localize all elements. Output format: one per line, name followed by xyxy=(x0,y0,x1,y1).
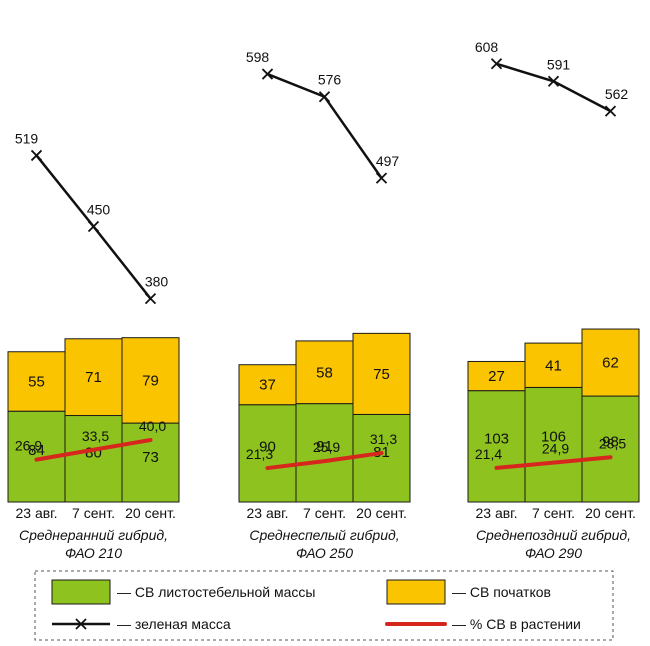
dm-percent-label: 31,3 xyxy=(370,431,397,447)
x-tick-label: 20 сент. xyxy=(585,505,636,521)
bar-cob-segment xyxy=(467,360,526,392)
dm-percent-label: 28,5 xyxy=(599,435,626,451)
green-mass-marker xyxy=(261,68,274,80)
dm-percent-label: 26,9 xyxy=(15,438,42,454)
x-tick-label: 7 сент. xyxy=(303,505,346,521)
bar-cob-segment xyxy=(7,351,66,412)
legend-box xyxy=(34,570,614,641)
green-mass-marker xyxy=(547,75,560,87)
green-mass-label: 380 xyxy=(145,274,169,290)
green-mass-marker xyxy=(490,58,503,70)
green-mass-marker xyxy=(318,91,331,103)
green-mass-marker xyxy=(604,105,617,117)
data-label-cob: 55 xyxy=(28,373,45,390)
data-label-stem: 91 xyxy=(316,438,333,455)
bar-stem-segment xyxy=(467,390,526,503)
dm-percent-label: 40,0 xyxy=(139,418,166,434)
green-mass-label: 591 xyxy=(547,56,571,72)
legend-label-pct: — % СВ в растении xyxy=(452,616,581,632)
dm-percent-label: 25,9 xyxy=(313,439,340,455)
legend-swatch-green-marker xyxy=(75,618,87,630)
green-mass-marker xyxy=(30,149,43,162)
data-label-stem: 73 xyxy=(142,449,159,466)
dm-percent-line xyxy=(34,438,153,462)
group-title: Среднепоздний гибрид, xyxy=(476,527,631,543)
dm-percent-line xyxy=(265,451,384,471)
legend-swatch-cob xyxy=(386,579,446,605)
bar-stem-segment xyxy=(524,386,583,503)
data-label-stem: 103 xyxy=(484,431,509,448)
green-mass-label: 497 xyxy=(376,153,400,169)
x-tick-label: 23 авг. xyxy=(247,505,289,521)
group-title: Среднеспелый гибрид, xyxy=(249,527,399,543)
data-label-cob: 58 xyxy=(316,364,333,381)
x-tick-label: 23 авг. xyxy=(476,505,518,521)
bar-cob-segment xyxy=(238,364,297,406)
bar-cob-segment xyxy=(121,337,180,424)
data-label-stem: 106 xyxy=(541,429,566,446)
bar-stem-segment xyxy=(581,395,640,503)
data-label-cob: 27 xyxy=(488,368,505,385)
bar-cob-segment xyxy=(581,328,640,397)
group-title: ФАО 210 xyxy=(65,545,122,561)
legend-label-green: — зеленая масса xyxy=(117,616,231,632)
group-title: Среднеранний гибрид, xyxy=(19,527,168,543)
green-mass-label: 519 xyxy=(15,130,39,146)
x-tick-label: 20 сент. xyxy=(356,505,407,521)
data-label-cob: 75 xyxy=(373,366,390,383)
data-label-cob: 62 xyxy=(602,355,619,372)
bar-cob-segment xyxy=(352,332,411,415)
data-label-cob: 41 xyxy=(545,357,562,374)
x-tick-label: 20 сент. xyxy=(125,505,176,521)
green-mass-label: 598 xyxy=(246,49,270,65)
legend-swatch-stem xyxy=(51,579,111,605)
green-mass-label: 562 xyxy=(605,86,629,102)
green-mass-label: 608 xyxy=(475,39,499,55)
group-title: ФАО 290 xyxy=(525,545,582,561)
dm-percent-label: 21,3 xyxy=(246,446,273,462)
green-mass-marker xyxy=(375,172,388,184)
data-label-cob: 79 xyxy=(142,372,159,389)
data-label-stem: 98 xyxy=(602,434,619,451)
green-mass-label: 450 xyxy=(87,202,111,218)
data-label-stem: 84 xyxy=(28,442,45,459)
green-mass-marker xyxy=(144,292,157,305)
dm-percent-label: 33,5 xyxy=(82,428,109,444)
data-label-stem: 90 xyxy=(259,439,276,456)
group-title: ФАО 250 xyxy=(296,545,353,561)
green-mass-line xyxy=(267,72,383,179)
dm-percent-label: 24,9 xyxy=(542,441,569,457)
x-tick-label: 7 сент. xyxy=(532,505,575,521)
data-label-cob: 71 xyxy=(85,369,102,386)
dm-percent-label: 21,4 xyxy=(475,446,502,462)
x-tick-label: 7 сент. xyxy=(72,505,115,521)
legend-label-stem: — СВ листостебельной массы xyxy=(117,584,316,600)
x-tick-label: 23 авг. xyxy=(16,505,58,521)
legend-label-cob: — СВ початков xyxy=(452,584,551,600)
dm-percent-line xyxy=(494,455,613,470)
data-label-cob: 37 xyxy=(259,377,276,394)
green-mass-label: 576 xyxy=(318,72,342,88)
green-mass-marker xyxy=(87,220,100,233)
